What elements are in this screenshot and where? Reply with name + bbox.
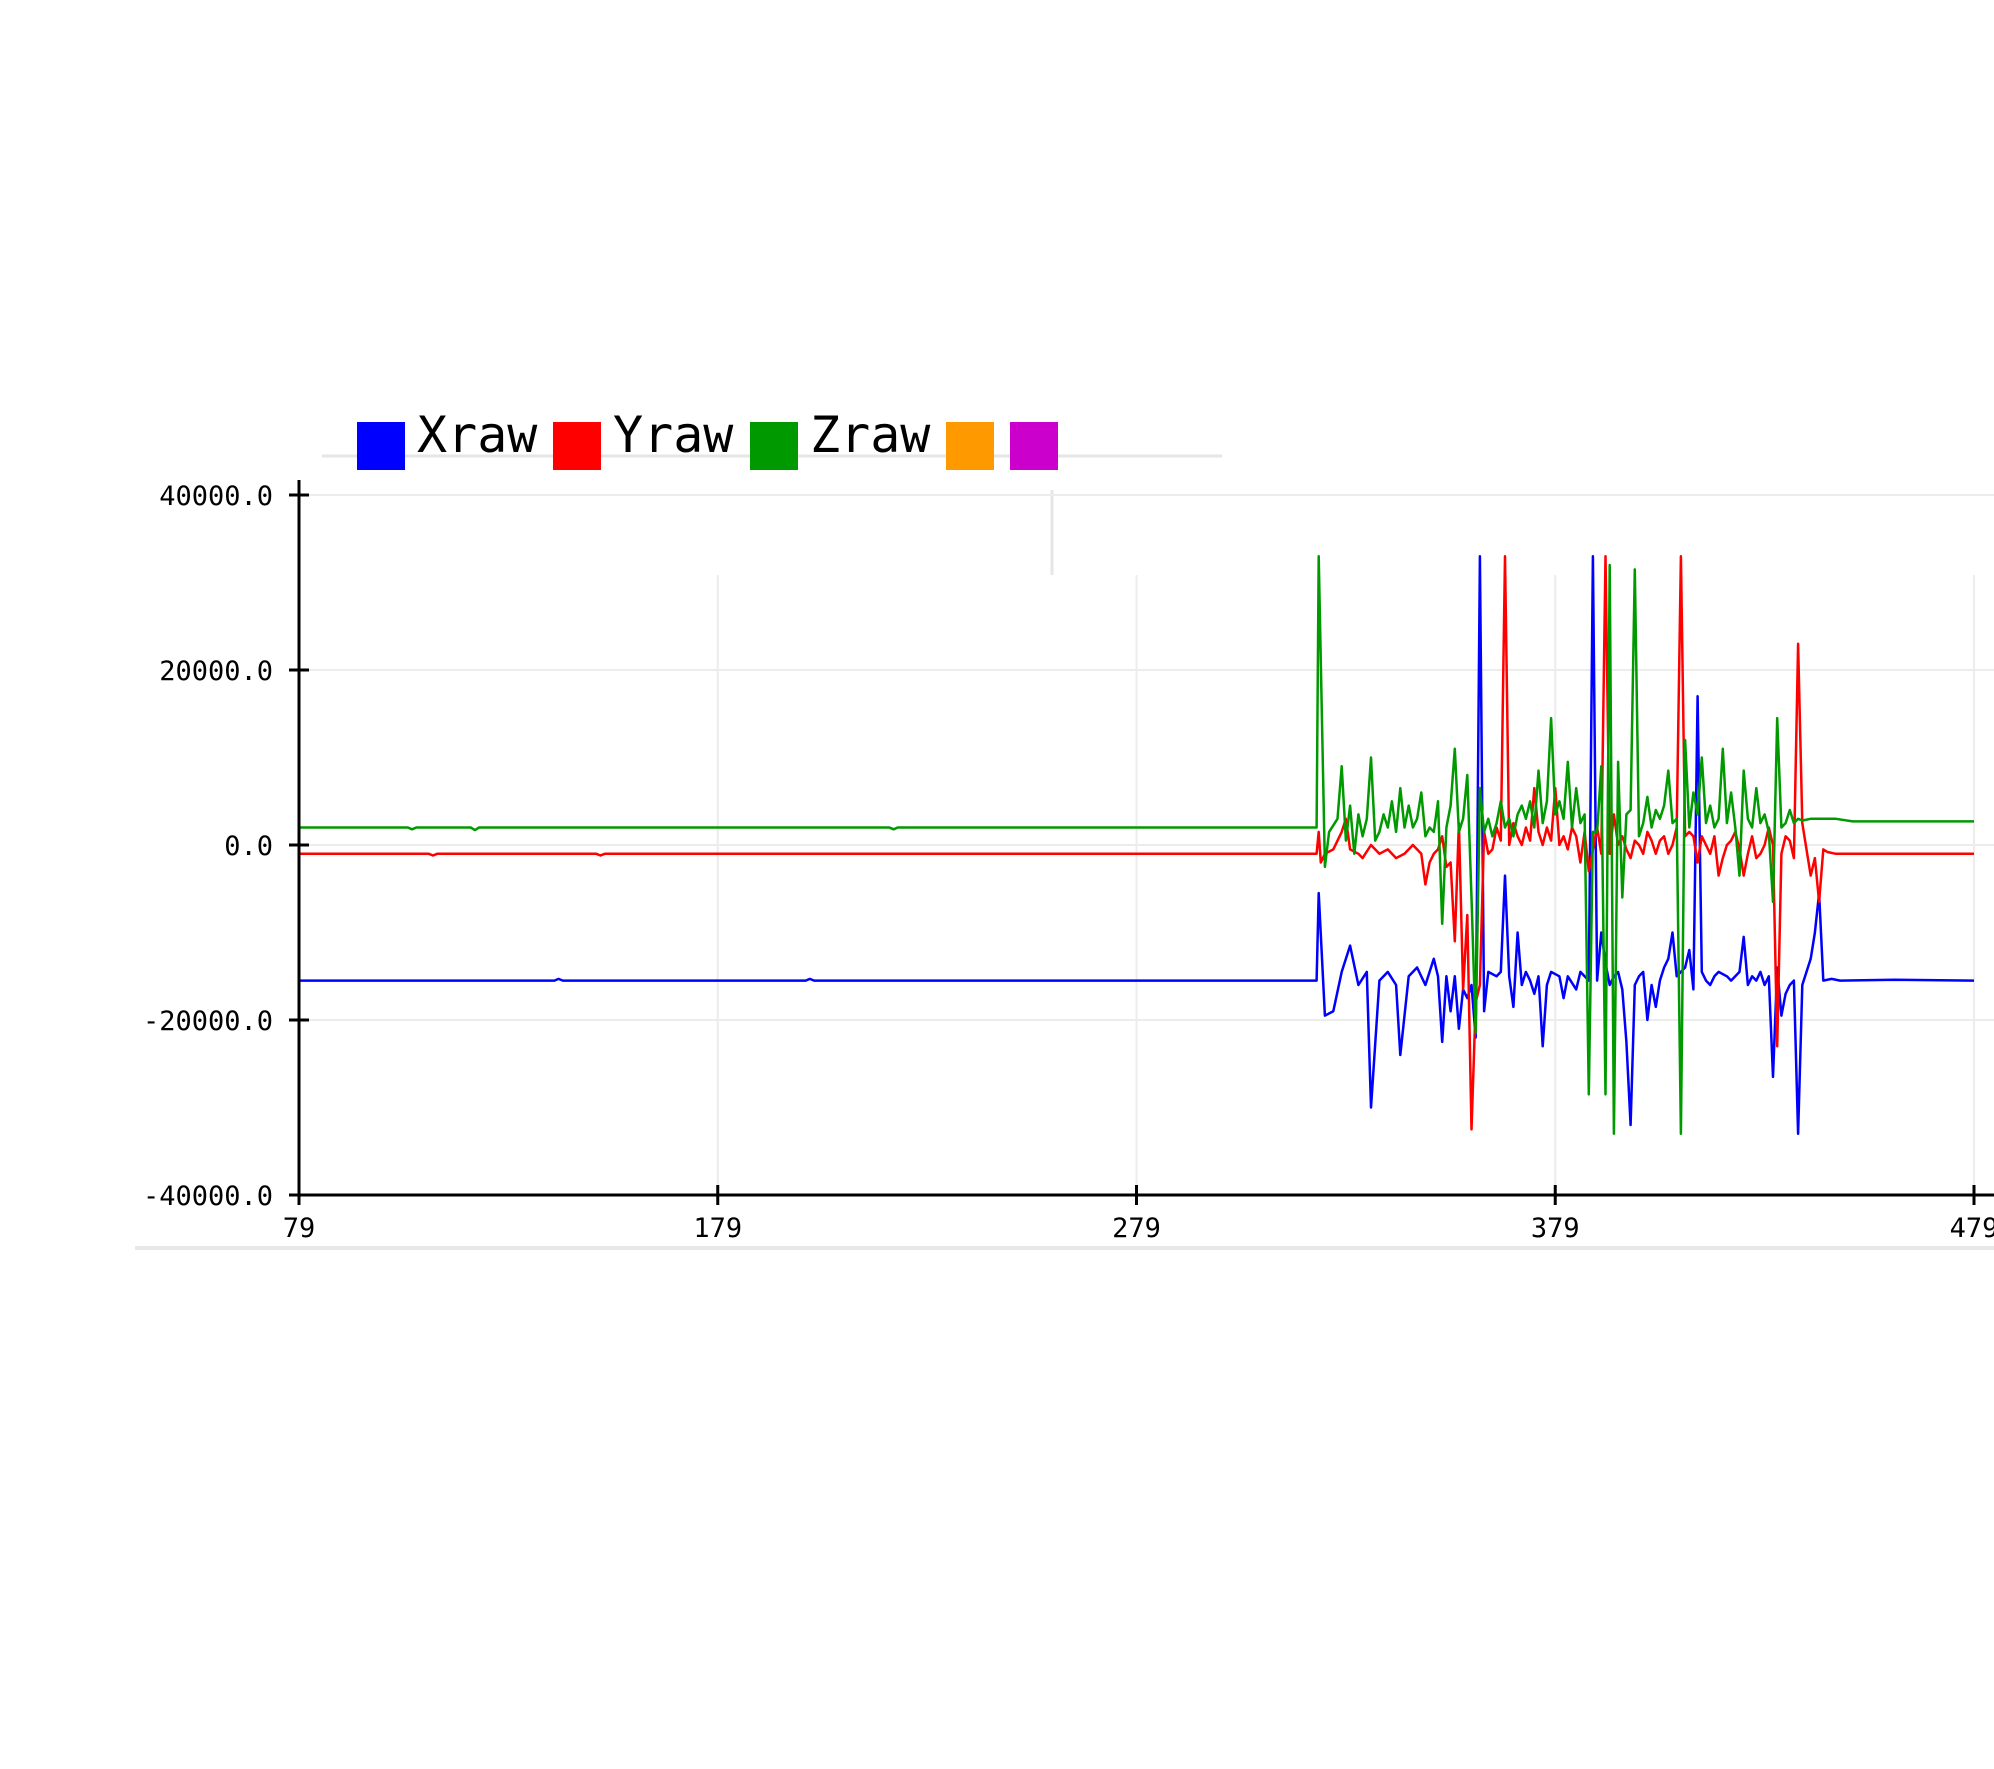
gridlines bbox=[299, 494, 1994, 1195]
y-tick-label: -40000.0 bbox=[143, 1181, 273, 1212]
series-layer bbox=[299, 555, 1975, 1136]
legend-label: Yraw bbox=[613, 406, 734, 464]
series-line-zraw bbox=[299, 555, 1974, 1136]
legend-swatch bbox=[750, 422, 798, 470]
y-tick-label: 40000.0 bbox=[159, 481, 273, 512]
x-tick-label: 79 bbox=[283, 1213, 316, 1244]
legend-label: Zraw bbox=[810, 406, 931, 464]
x-tick-label: 279 bbox=[1112, 1213, 1161, 1244]
legend-swatch bbox=[357, 422, 405, 470]
legend-label: Xraw bbox=[417, 406, 538, 464]
legend: Xraw Yraw Zraw bbox=[357, 406, 1058, 470]
y-tick-label: 20000.0 bbox=[159, 656, 273, 687]
series-line-xraw bbox=[299, 555, 1975, 1136]
legend-swatch bbox=[1010, 422, 1058, 470]
legend-swatch bbox=[946, 422, 994, 470]
x-tick-label: 379 bbox=[1531, 1213, 1580, 1244]
series-line-yraw bbox=[299, 555, 1974, 1131]
axes: 40000.0 20000.0 0.0 -20000.0 -40000.0 79 179 27… bbox=[143, 480, 1994, 1244]
y-tick-label: 0.0 bbox=[224, 831, 273, 862]
legend-swatch bbox=[553, 422, 601, 470]
x-tick-label: 179 bbox=[693, 1213, 742, 1244]
x-tick-label: 479 bbox=[1950, 1213, 1994, 1244]
y-tick-label: -20000.0 bbox=[143, 1006, 273, 1037]
